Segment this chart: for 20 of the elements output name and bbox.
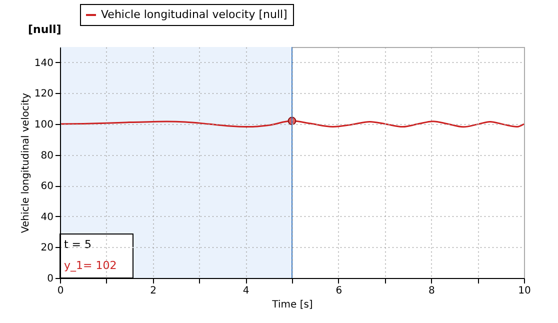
y-tick-label: 40 — [40, 212, 54, 223]
x-tick-label: 2 — [150, 286, 156, 296]
y-tick-label: 80 — [40, 150, 54, 162]
text: [null] — [28, 23, 62, 36]
x-tick-label: 8 — [428, 286, 435, 296]
annotation: y_1= 102 — [64, 259, 117, 272]
y-tick-label: 20 — [40, 242, 54, 254]
x-tick-label: 4 — [242, 286, 250, 296]
x-tick-label: 6 — [336, 286, 342, 296]
x-axis-title: Time [s] — [271, 300, 313, 310]
x-tick-label: 10 — [518, 286, 531, 296]
y-tick-label: 140 — [34, 58, 54, 69]
legend-label: Vehicle longitudinal velocity [null] — [101, 8, 288, 21]
y-tick-label: 0 — [47, 274, 54, 284]
annotation: t = 5 — [64, 238, 92, 251]
y-tick-label: 120 — [34, 88, 54, 100]
y-axis-title: Vehicle longitudinal velocity — [20, 92, 32, 234]
x-tick-label: 0 — [57, 286, 64, 296]
y-tick-label: 60 — [40, 181, 54, 192]
y-tick-label: 100 — [34, 120, 54, 130]
